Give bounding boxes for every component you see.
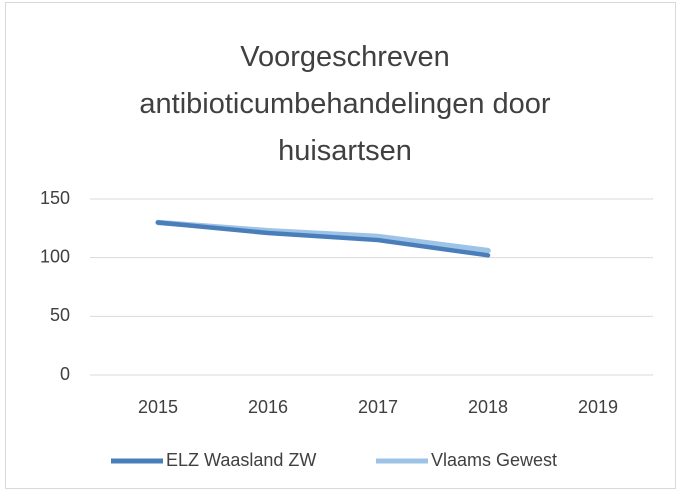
x-tick-label: 2018 [468,397,508,417]
x-tick-label: 2019 [578,397,618,417]
chart-border [5,2,676,489]
x-tick-label: 2015 [138,397,178,417]
legend-label: Vlaams Gewest [431,450,557,470]
y-tick-label: 50 [50,305,70,325]
y-tick-label: 150 [40,188,70,208]
legend-label: ELZ Waasland ZW [166,450,316,470]
y-tick-label: 100 [40,246,70,266]
y-tick-label: 0 [60,364,70,384]
x-tick-label: 2016 [248,397,288,417]
chart-title: Voorgeschreven antibioticumbehandelingen… [139,41,551,167]
data-line [155,220,491,258]
x-tick-label: 2017 [358,397,398,417]
